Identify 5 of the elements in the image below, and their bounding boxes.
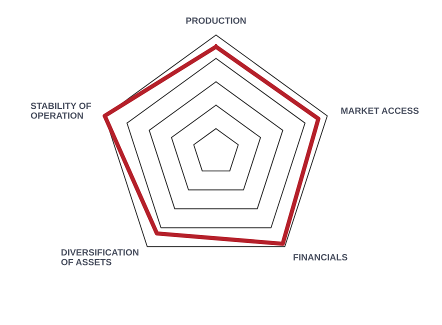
- spoke-label: PRODUCTION: [186, 17, 246, 24]
- spoke-label: STABILITY OF OPERATION: [30, 102, 92, 119]
- spoke-label: DIVERSIFICATION OF ASSETS: [61, 249, 138, 266]
- spoke-label: MARKET ACCESS: [341, 108, 419, 114]
- spoke-label: FINANCIALS: [294, 254, 348, 260]
